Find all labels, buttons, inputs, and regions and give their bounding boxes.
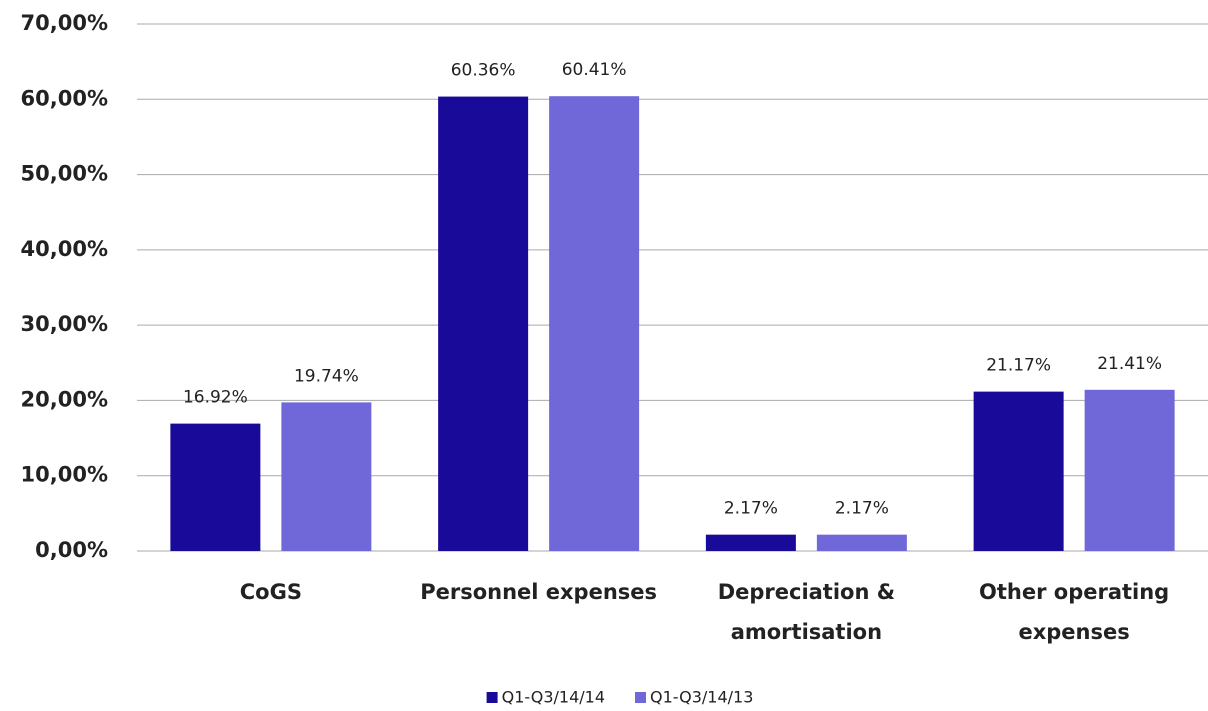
value-label: 2.17% bbox=[724, 499, 778, 519]
legend-label: Q1-Q3/14/13 bbox=[650, 688, 753, 707]
value-label: 2.17% bbox=[835, 499, 889, 519]
bar bbox=[973, 391, 1064, 551]
value-label: 21.41% bbox=[1097, 354, 1162, 374]
bar bbox=[170, 423, 261, 551]
legend-swatch bbox=[635, 692, 646, 703]
value-label: 60.36% bbox=[451, 61, 516, 81]
x-tick-label: Depreciation & bbox=[718, 580, 895, 604]
x-tick-label: expenses bbox=[1018, 620, 1129, 644]
value-label: 19.74% bbox=[294, 366, 359, 386]
value-label: 60.41% bbox=[562, 60, 627, 80]
x-tick-label: CoGS bbox=[240, 580, 302, 604]
y-tick-label: 60,00% bbox=[21, 86, 108, 110]
x-tick-label: amortisation bbox=[731, 620, 882, 644]
y-tick-label: 0,00% bbox=[35, 538, 108, 562]
value-label: 21.17% bbox=[986, 356, 1051, 376]
bar bbox=[438, 96, 529, 551]
legend-swatch bbox=[486, 692, 498, 703]
bar bbox=[1084, 389, 1175, 551]
y-tick-label: 70,00% bbox=[21, 11, 108, 35]
y-tick-label: 50,00% bbox=[21, 162, 108, 186]
bar bbox=[816, 534, 907, 551]
bar bbox=[549, 96, 640, 551]
value-label: 16.92% bbox=[183, 388, 248, 408]
y-tick-label: 30,00% bbox=[21, 312, 108, 336]
bar bbox=[705, 534, 796, 551]
y-tick-label: 20,00% bbox=[21, 387, 108, 411]
legend-label: Q1-Q3/14/14 bbox=[502, 688, 605, 707]
x-tick-label: Other operating bbox=[979, 580, 1169, 604]
y-tick-label: 10,00% bbox=[21, 463, 108, 487]
x-tick-label: Personnel expenses bbox=[420, 580, 657, 604]
y-tick-label: 40,00% bbox=[21, 237, 108, 261]
bar bbox=[281, 402, 372, 551]
